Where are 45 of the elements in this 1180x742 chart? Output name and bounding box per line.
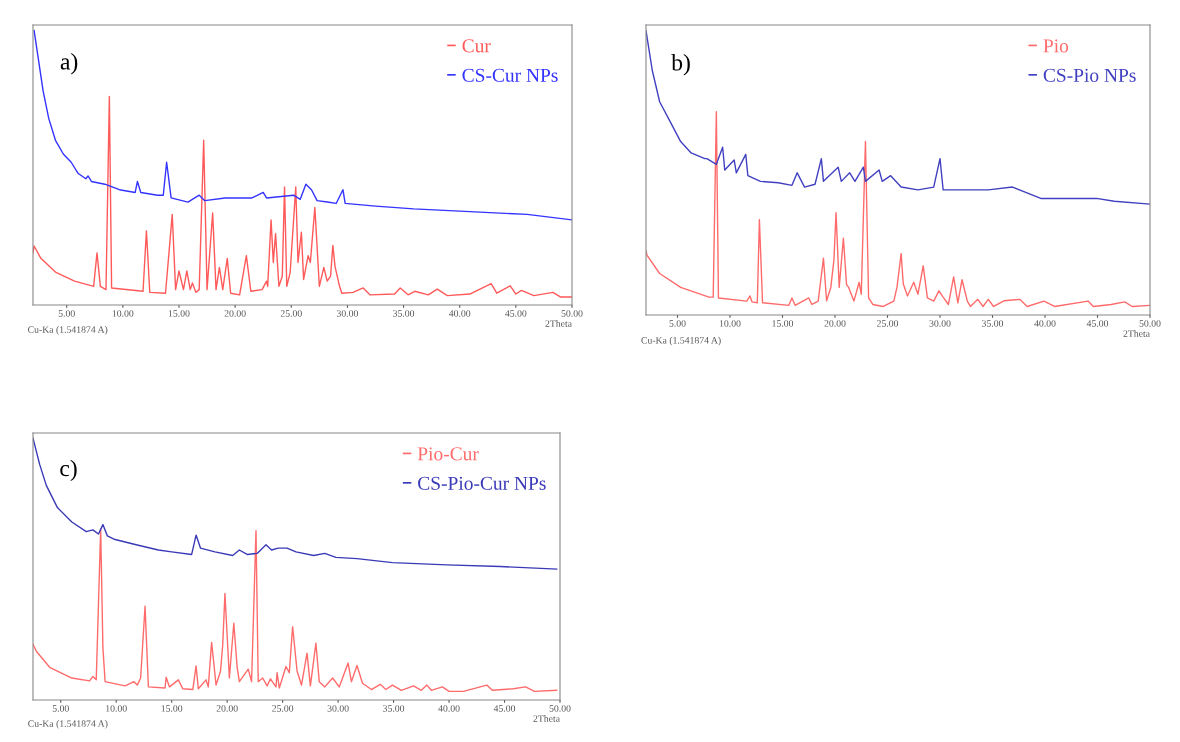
x-tick-label: 20.00: [216, 705, 238, 712]
legend-label: CS-Cur NPs: [462, 68, 558, 82]
x-tick-label: 35.00: [393, 310, 415, 317]
x-tick-label: 30.00: [336, 310, 358, 317]
x-tick-label: 5.00: [58, 310, 75, 317]
x-tick-label: 30.00: [929, 320, 951, 327]
x-tick-label: 40.00: [1034, 320, 1056, 327]
text: Cu-Ka (1.541874 A): [28, 720, 108, 729]
x-tick-label: 25.00: [272, 705, 294, 712]
x-tick-label: 50.00: [1139, 320, 1161, 327]
x-tick-label: 25.00: [876, 320, 899, 327]
x-tick-label: 30.00: [327, 705, 349, 712]
x-tick-label: 25.00: [280, 310, 302, 317]
legend-label: Pio-Cur: [417, 447, 479, 461]
x-tick-label: 10.00: [106, 705, 127, 712]
x-tick-label: 10.00: [112, 310, 134, 317]
x-tick-label: 20.00: [224, 310, 246, 317]
x-tick-label: 15.00: [772, 320, 794, 327]
x-tick-label: 35.00: [982, 320, 1004, 327]
x-tick-label: 15.00: [161, 705, 183, 712]
x-tick-label: 5.00: [52, 705, 69, 712]
x-tick-label: 35.00: [383, 705, 405, 712]
annotation: b): [671, 54, 690, 76]
x-tick-label: 50.00: [549, 705, 571, 712]
text: Cu-Ka (1.541874 A): [641, 336, 721, 346]
legend-label: Cur: [462, 39, 491, 53]
x-tick-label: 5.00: [669, 320, 686, 327]
legend-label: CS-Pio-Cur NPs: [418, 476, 546, 490]
x-tick-label: 45.00: [493, 705, 516, 712]
x-tick-label: 40.00: [438, 705, 460, 712]
x-tick-label: 15.00: [168, 310, 190, 317]
x-tick-label: 50.00: [561, 310, 583, 317]
x-tick-label: 45.00: [1086, 320, 1109, 327]
x-axis-title: 2Theta: [545, 320, 572, 327]
x-axis-title: 2Theta: [533, 715, 560, 722]
x-tick-label: 10.00: [719, 320, 741, 327]
x-tick-label: 45.00: [505, 310, 527, 317]
legend-label: Pio: [1043, 39, 1069, 53]
x-tick-label: 20.00: [824, 320, 846, 327]
annotation: c): [60, 459, 77, 482]
x-tick-label: 40.00: [448, 310, 471, 317]
annotation: a): [60, 53, 78, 75]
x-axis-title: 2Theta: [1123, 330, 1150, 337]
text: Cu-Ka (1.541874 A): [28, 326, 108, 335]
legend-label: CS-Pio NPs: [1043, 68, 1136, 82]
